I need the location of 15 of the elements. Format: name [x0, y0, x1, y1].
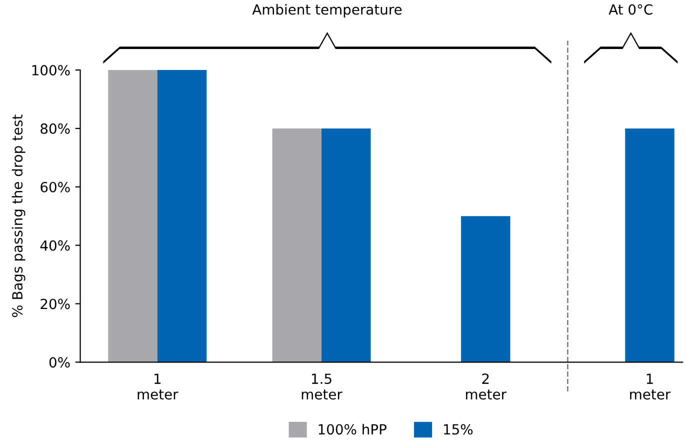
y-tick-label: 0%: [49, 357, 70, 368]
x-tick-label: 2 meter: [466, 374, 507, 400]
x-tick-label: 1.5 meter: [302, 374, 342, 400]
x-tick-label: 1 meter: [630, 374, 671, 400]
y-tick-label: 100%: [32, 64, 70, 76]
y-axis-title: % Bags passing the drop test: [12, 114, 26, 318]
y-tick-label: 20%: [40, 298, 70, 310]
y-tick-label: 60%: [40, 182, 70, 192]
x-tick-label: 1 meter: [138, 374, 178, 400]
legend-label: 15%: [444, 424, 473, 435]
y-tick-label: 80%: [40, 123, 70, 134]
text: Ambient temperature: [252, 4, 402, 18]
y-tick-label: 40%: [40, 240, 70, 251]
text: At 0°C: [608, 4, 652, 15]
legend-label: 100% hPP: [318, 424, 386, 435]
